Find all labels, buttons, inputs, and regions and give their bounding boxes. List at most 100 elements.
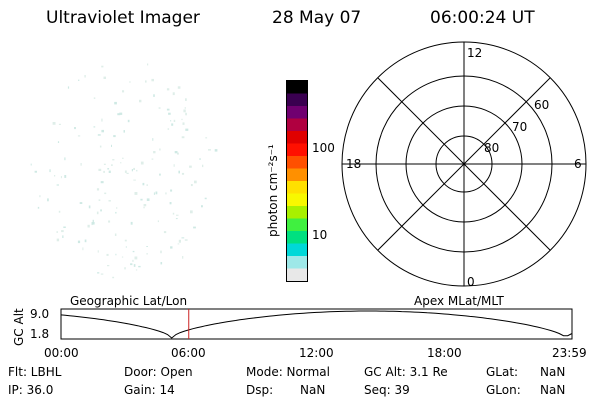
orbit-frame (60, 308, 573, 340)
status-glon-label: GLon: (486, 383, 521, 397)
speckle-point (193, 226, 196, 229)
speckle-point (107, 265, 110, 267)
speckle-point (177, 243, 180, 245)
speckle-point (163, 231, 167, 234)
speckle-point (168, 112, 171, 115)
status-filter: Flt: LBHL (8, 365, 62, 379)
speckle-point (135, 269, 138, 271)
speckle-point (134, 192, 138, 195)
speckle-points (30, 63, 218, 279)
colorbar-unit-label: photon cm⁻²s⁻¹ (266, 144, 280, 237)
status-glon-value: NaN (540, 383, 566, 397)
mlt-label-6: 6 (574, 157, 582, 171)
speckle-point (165, 192, 167, 195)
speckle-point (39, 195, 41, 198)
status-mode: Mode: Normal (246, 365, 330, 379)
speckle-point (64, 157, 66, 161)
speckle-point (108, 170, 111, 173)
speckle-point (127, 119, 130, 123)
speckle-point (47, 198, 49, 202)
speckle-point (208, 149, 211, 151)
speckle-point (93, 97, 96, 99)
speckle-point (133, 167, 135, 170)
speckle-point (91, 222, 95, 225)
speckle-point (117, 113, 121, 116)
speckle-point (184, 239, 188, 241)
date-label: 28 May 07 (272, 8, 362, 28)
orbit-xtick-1800: 18:00 (427, 346, 462, 360)
speckle-point (122, 157, 124, 159)
speckle-point (146, 198, 150, 201)
speckle-point (140, 198, 143, 201)
orbit-xtick-0600: 06:00 (171, 346, 206, 360)
speckle-point (170, 120, 172, 122)
speckle-point (199, 158, 201, 160)
speckle-point (100, 209, 102, 212)
speckle-point (140, 161, 144, 165)
speckle-point (155, 191, 158, 195)
speckle-point (152, 138, 154, 141)
speckle-point (119, 112, 123, 115)
speckle-point (190, 184, 193, 187)
speckle-point (173, 119, 176, 122)
speckle-point (159, 173, 161, 176)
speckle-point (145, 80, 147, 83)
speckle-point (170, 189, 173, 192)
speckle-point (160, 250, 162, 254)
speckle-point (97, 250, 99, 253)
speckle-point (181, 172, 185, 175)
speckle-point (58, 210, 61, 213)
speckle-point (166, 108, 170, 111)
speckle-point (96, 188, 100, 191)
status-door: Door: Open (124, 365, 193, 379)
speckle-point (124, 267, 126, 270)
orbit-ytick-1: 1.8 (30, 327, 50, 341)
speckle-point (138, 265, 141, 268)
speckle-point (30, 163, 32, 166)
speckle-point (153, 192, 155, 195)
speckle-point (84, 75, 86, 78)
speckle-point (172, 212, 175, 215)
speckle-point (126, 172, 129, 174)
speckle-point (67, 86, 70, 89)
speckle-point (100, 273, 104, 275)
speckle-point (214, 149, 218, 152)
speckle-point (124, 239, 127, 242)
speckle-point (88, 205, 91, 209)
speckle-point (98, 168, 102, 171)
speckle-point (166, 88, 170, 91)
speckle-point (101, 129, 104, 133)
speckle-point (122, 90, 125, 93)
speckle-point (87, 224, 90, 228)
speckle-point (181, 237, 185, 239)
speckle-point (96, 211, 99, 215)
speckle-point (147, 63, 149, 66)
speckle-point (151, 78, 154, 82)
speckle-point (160, 262, 163, 265)
status-gcalt: GC Alt: 3.1 Re (364, 365, 448, 379)
speckle-point (115, 253, 117, 256)
speckle-point (175, 218, 178, 220)
speckle-point (104, 192, 107, 195)
orbit-left-title: Geographic Lat/Lon (70, 294, 188, 308)
speckle-point (37, 206, 40, 209)
speckle-point (57, 141, 60, 143)
colorbar-gradient (287, 81, 307, 281)
speckle-point (129, 81, 131, 83)
speckle-point (78, 79, 80, 81)
speckle-point (159, 148, 161, 151)
speckle-point (62, 235, 64, 238)
speckle-point (101, 65, 104, 68)
speckle-point (56, 238, 60, 242)
speckle-point (115, 211, 117, 214)
speckle-point (182, 256, 184, 259)
speckle-point (146, 184, 148, 186)
lat-label-70: 70 (512, 120, 527, 134)
speckle-point (171, 123, 174, 126)
speckle-point (79, 202, 83, 204)
speckle-point (120, 162, 122, 164)
speckle-point (185, 112, 187, 116)
speckle-point (142, 182, 145, 186)
speckle-point (143, 204, 147, 207)
speckle-point (112, 276, 115, 279)
